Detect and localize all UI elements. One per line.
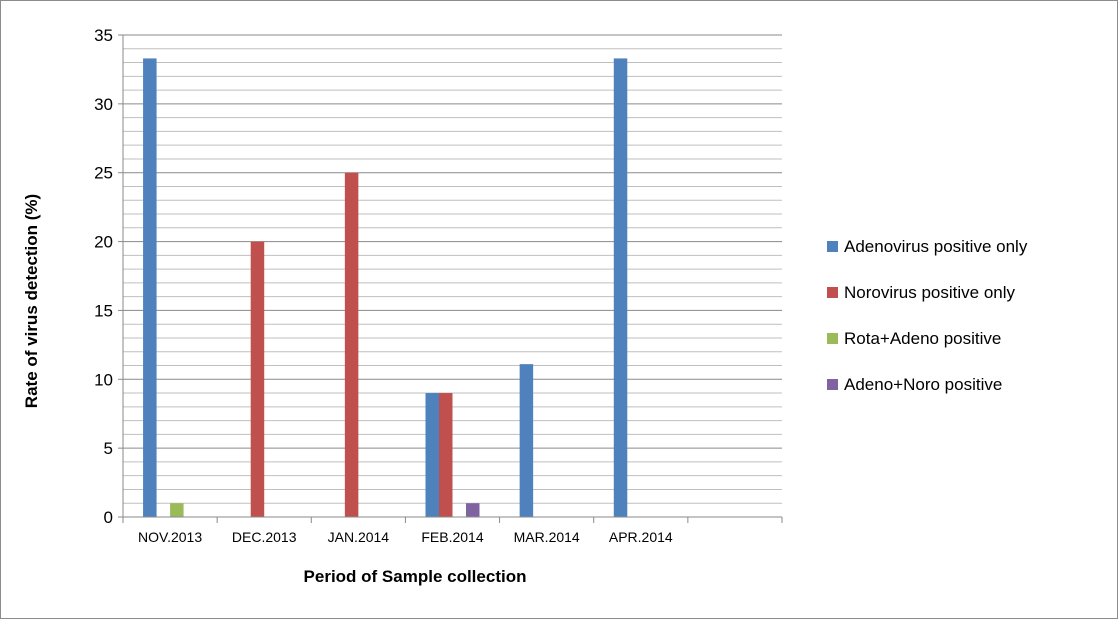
- bar-jan-2014-series-2: [344, 172, 359, 517]
- legend-swatch: [827, 241, 838, 252]
- bar-feb-2014-series-2: [439, 393, 453, 517]
- bars: [143, 58, 628, 518]
- x-tick-label: FEB.2014: [421, 529, 483, 545]
- y-tick-label: 0: [104, 508, 113, 527]
- bar-feb-2014-series-4: [466, 503, 480, 517]
- y-tick-labels: 0 5 10 15 20 25 30 35: [94, 26, 113, 527]
- x-tick-label: APR.2014: [609, 529, 673, 545]
- bar-nov-2013-series-1: [143, 58, 157, 517]
- y-tick-label: 25: [94, 164, 113, 183]
- legend-swatch: [827, 333, 838, 344]
- y-tick-label: 5: [104, 439, 113, 458]
- x-tick-labels: NOV.2013 DEC.2013 JAN.2014 FEB.2014 MAR.2014…: [138, 529, 673, 545]
- x-tick-label: MAR.2014: [514, 529, 580, 545]
- y-tick-label: 20: [94, 233, 113, 252]
- legend-swatch: [827, 379, 838, 390]
- bar-apr-2014-series-1: [613, 58, 628, 517]
- y-tick-label: 30: [94, 95, 113, 114]
- x-tick-label: NOV.2013: [138, 529, 202, 545]
- axes: [118, 34, 783, 523]
- y-tick-label: 10: [94, 370, 113, 389]
- legend-label: Norovirus positive only: [844, 283, 1016, 302]
- y-axis-title: Rate of virus detection (%): [22, 194, 41, 408]
- bar-nov-2013-series-3: [170, 503, 184, 517]
- x-tick-label: JAN.2014: [328, 529, 390, 545]
- legend-swatch: [827, 287, 838, 298]
- bar-mar-2014-series-1: [519, 364, 534, 517]
- y-tick-label: 35: [94, 26, 113, 45]
- legend-label: Rota+Adeno positive: [844, 329, 1001, 348]
- x-tick-label: DEC.2013: [232, 529, 297, 545]
- x-axis-title: Period of Sample collection: [304, 567, 527, 586]
- bar-dec-2013-series-2: [250, 241, 265, 518]
- legend: Adenovirus positive only Norovirus positi…: [827, 237, 1028, 394]
- y-tick-label: 15: [94, 301, 113, 320]
- legend-label: Adeno+Noro positive: [844, 375, 1002, 394]
- gridlines: [123, 34, 782, 504]
- legend-label: Adenovirus positive only: [844, 237, 1028, 256]
- bar-feb-2014-series-1: [425, 393, 439, 517]
